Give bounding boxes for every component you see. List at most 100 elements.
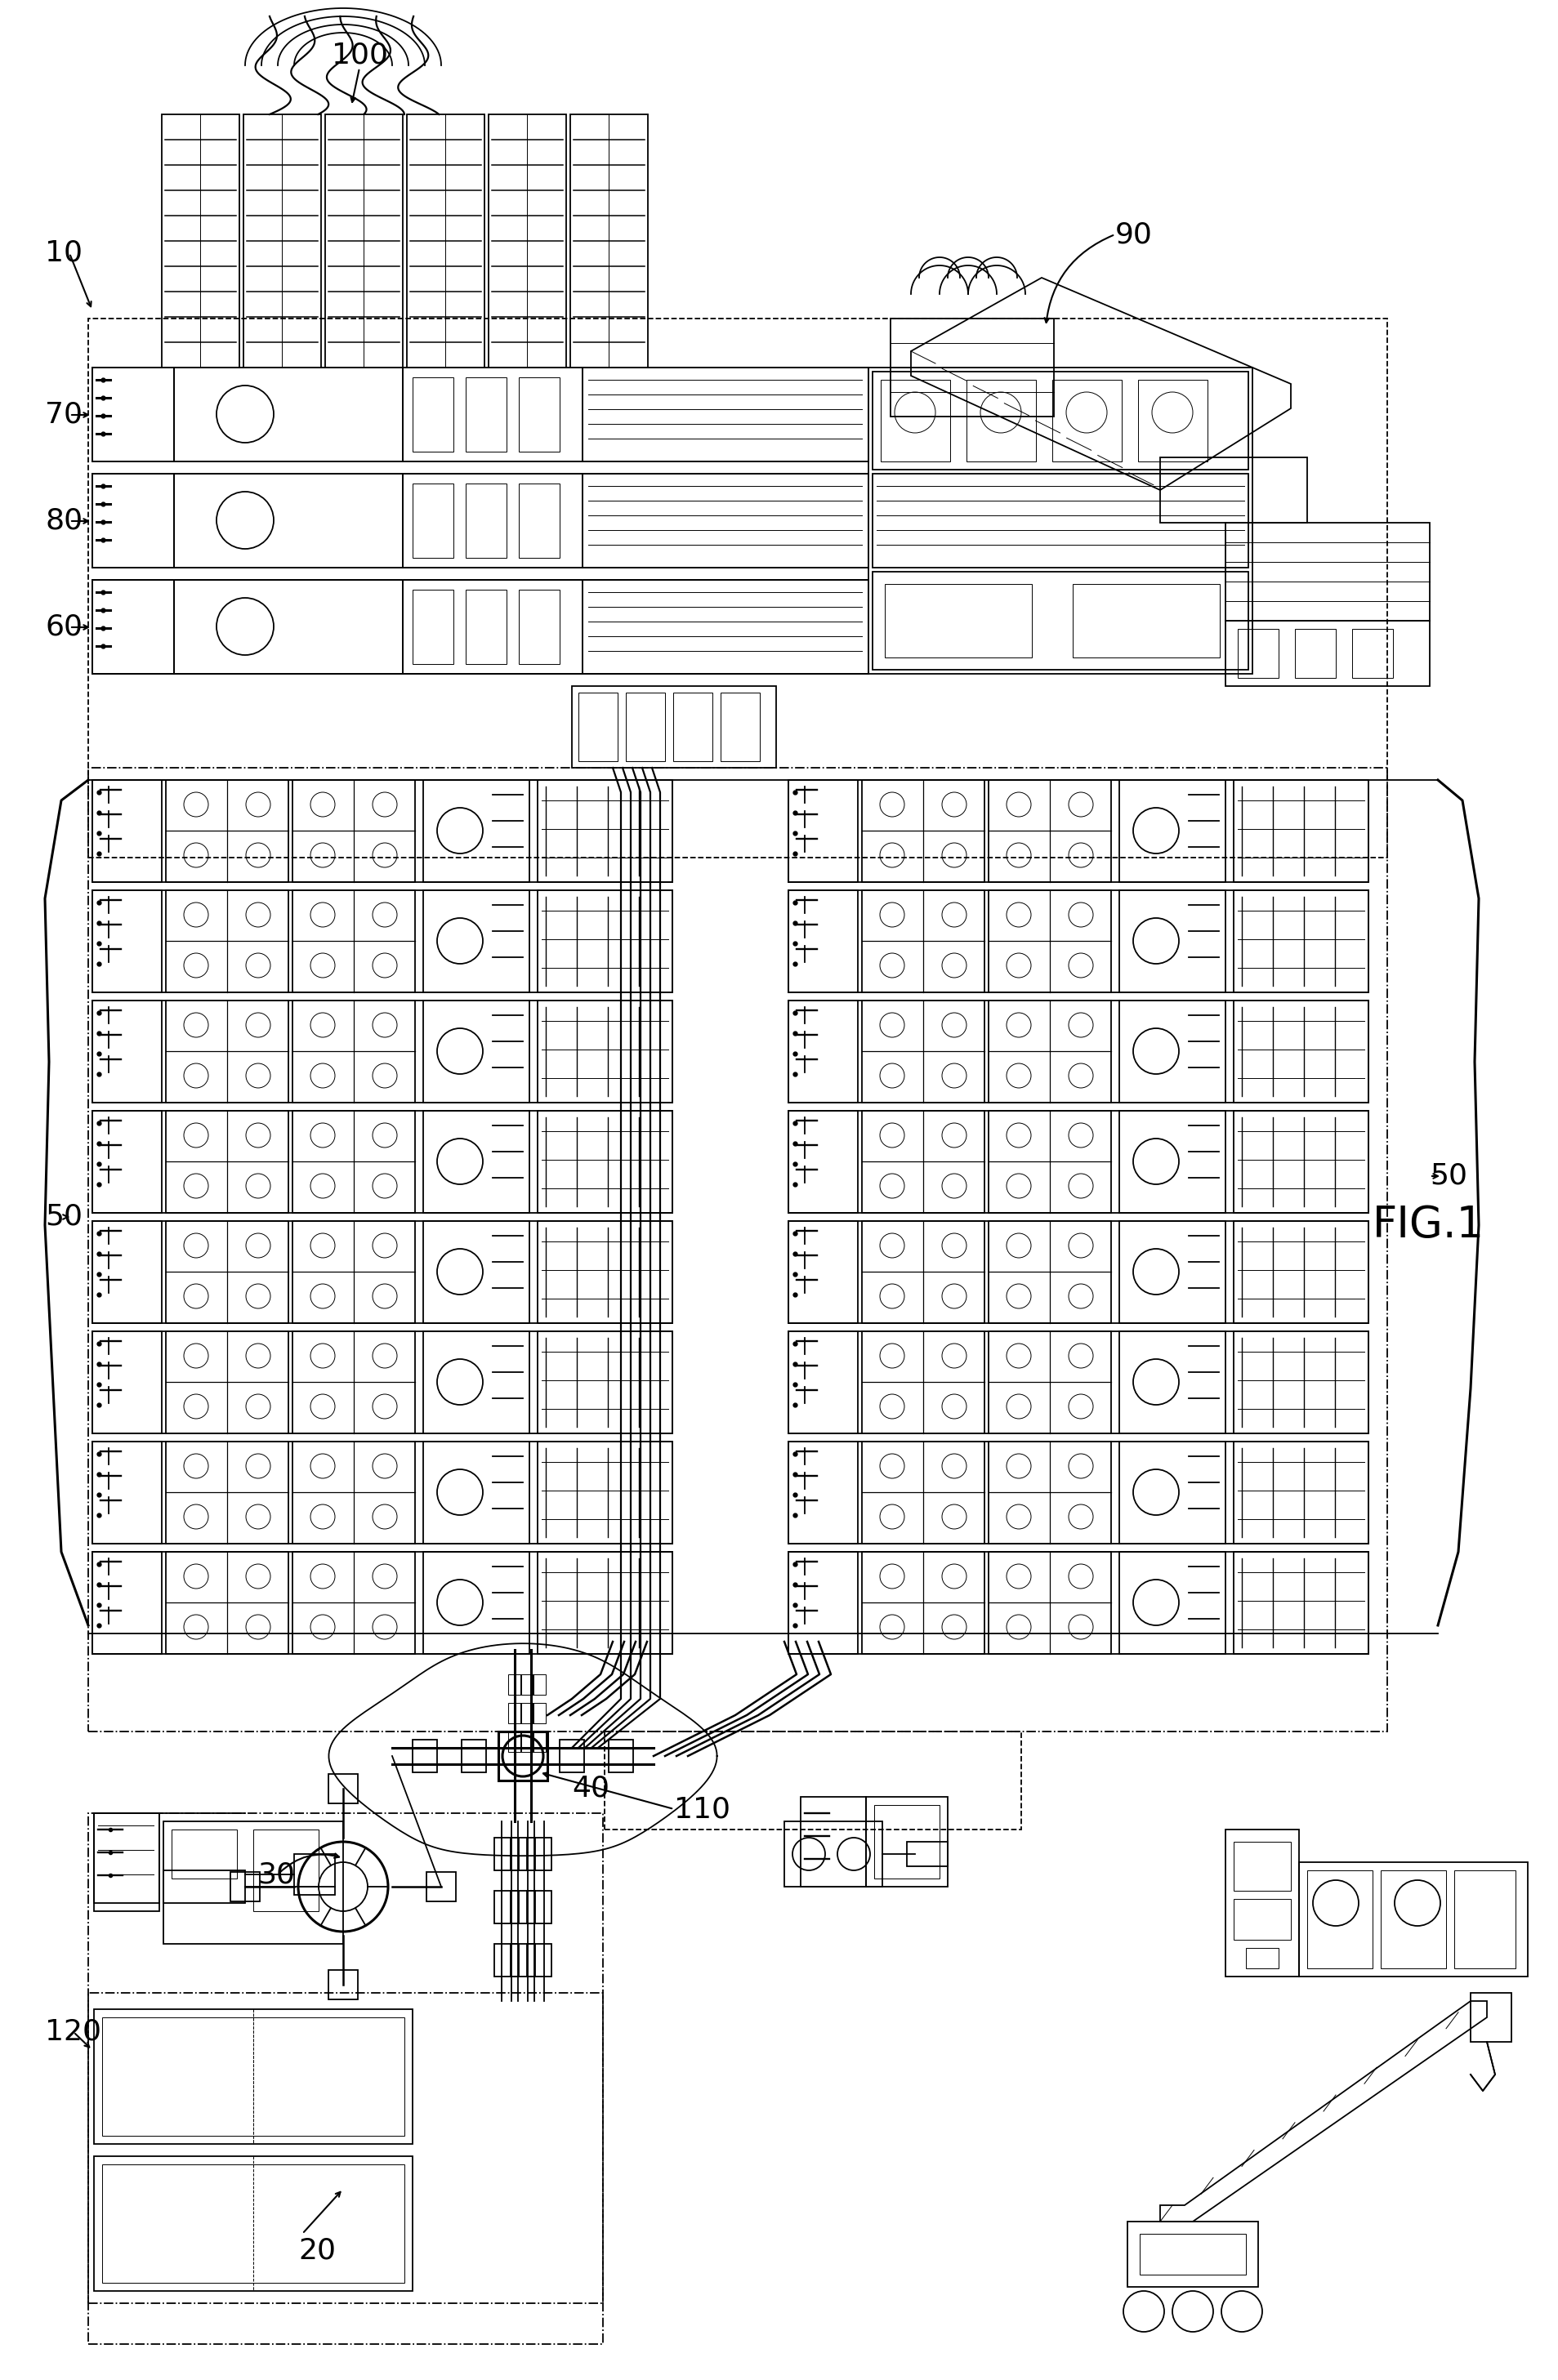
Bar <box>538 781 673 883</box>
Bar <box>626 693 665 762</box>
Text: 100: 100 <box>332 43 388 69</box>
Bar <box>788 890 858 992</box>
Bar <box>520 1704 533 1723</box>
Bar <box>583 367 868 462</box>
Bar <box>254 1830 319 1911</box>
Bar <box>508 1676 522 1695</box>
Bar <box>93 1814 159 1904</box>
Bar <box>1380 1871 1446 1968</box>
Bar <box>1234 1221 1368 1323</box>
Text: 10: 10 <box>45 240 83 267</box>
Bar <box>520 1733 533 1752</box>
Bar <box>92 1000 673 1102</box>
Bar <box>519 378 559 452</box>
Text: 30: 30 <box>257 1861 294 1887</box>
Bar <box>862 1221 985 1323</box>
Bar <box>1237 628 1279 678</box>
Bar <box>404 581 583 674</box>
Bar <box>605 1733 1020 1830</box>
Bar <box>1119 1111 1226 1214</box>
Bar <box>174 367 404 462</box>
Bar <box>1119 1330 1226 1433</box>
Bar <box>92 474 868 569</box>
Bar <box>527 1890 552 1923</box>
Bar <box>466 378 506 452</box>
Bar <box>538 1111 673 1214</box>
Bar <box>538 1552 673 1654</box>
Bar <box>862 890 985 992</box>
Bar <box>519 483 559 557</box>
Bar <box>1119 1221 1226 1323</box>
Bar <box>721 693 760 762</box>
Bar <box>424 1552 530 1654</box>
Bar <box>424 1111 530 1214</box>
Bar <box>508 1704 522 1723</box>
Bar <box>165 781 288 883</box>
Bar <box>89 1814 603 2344</box>
Bar <box>293 1221 414 1323</box>
Bar <box>92 1221 162 1323</box>
Bar <box>165 1221 288 1323</box>
Bar <box>1352 628 1393 678</box>
Bar <box>1299 1861 1528 1975</box>
Bar <box>862 1442 985 1545</box>
Bar <box>171 1830 237 1878</box>
Bar <box>533 1704 545 1723</box>
Bar <box>1137 381 1207 462</box>
Bar <box>788 1330 1368 1433</box>
Bar <box>174 581 404 674</box>
Bar <box>1226 1830 1299 1975</box>
Bar <box>92 1442 162 1545</box>
Bar <box>1471 1992 1511 2042</box>
Bar <box>989 1552 1111 1654</box>
Bar <box>92 1330 162 1433</box>
Bar <box>461 1740 486 1773</box>
Bar <box>673 693 712 762</box>
Bar <box>326 114 404 367</box>
Bar <box>527 1944 552 1975</box>
Bar <box>989 1442 1111 1545</box>
Bar <box>989 1330 1111 1433</box>
Bar <box>1307 1871 1373 1968</box>
Bar <box>92 367 174 462</box>
Bar <box>559 1740 584 1773</box>
Bar <box>520 1676 533 1695</box>
Bar <box>293 781 414 883</box>
Bar <box>511 1837 534 1871</box>
Bar <box>538 1221 673 1323</box>
Bar <box>413 378 453 452</box>
Bar <box>578 693 617 762</box>
Bar <box>1234 1330 1368 1433</box>
Bar <box>92 1221 673 1323</box>
Bar <box>294 1854 335 1894</box>
Bar <box>788 890 1368 992</box>
Bar <box>404 474 583 569</box>
Bar <box>424 781 530 883</box>
Bar <box>92 581 868 674</box>
Bar <box>93 2156 413 2292</box>
Bar <box>424 1221 530 1323</box>
Bar <box>880 381 950 462</box>
Bar <box>92 1442 673 1545</box>
Bar <box>1128 2221 1259 2287</box>
Bar <box>862 1000 985 1102</box>
Bar <box>92 367 868 462</box>
Bar <box>329 1773 358 1804</box>
Bar <box>494 1837 519 1871</box>
Bar <box>494 1890 519 1923</box>
Bar <box>862 781 985 883</box>
Bar <box>329 1971 358 1999</box>
Bar <box>92 474 174 569</box>
Text: 20: 20 <box>298 2237 337 2263</box>
Bar <box>570 114 648 367</box>
Bar <box>872 571 1248 669</box>
Bar <box>499 1733 547 1780</box>
Bar <box>293 1552 414 1654</box>
Bar <box>1234 781 1368 883</box>
Bar <box>231 1873 260 1902</box>
Text: 40: 40 <box>572 1775 609 1802</box>
Bar <box>885 583 1031 657</box>
Bar <box>489 114 566 367</box>
Bar <box>89 319 1387 857</box>
Bar <box>801 1797 866 1887</box>
